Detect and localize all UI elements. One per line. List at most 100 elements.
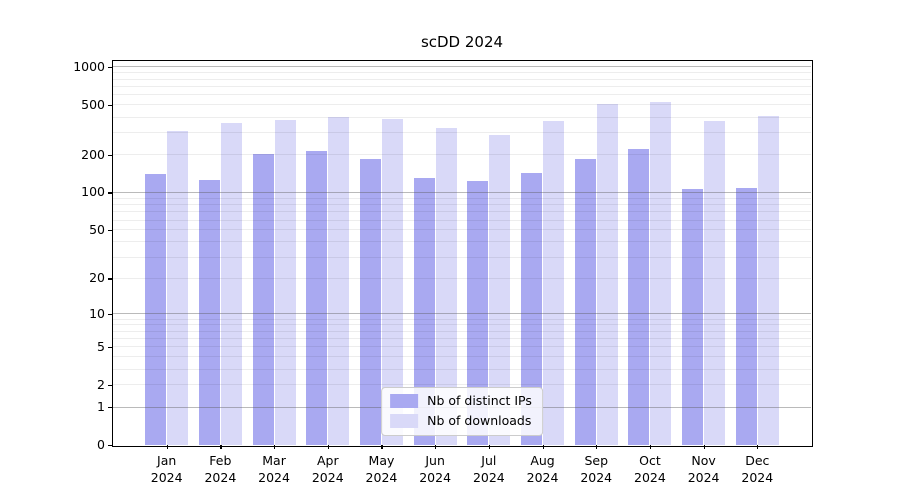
x-tick-jun (435, 445, 437, 449)
gridline-minor-20 (113, 277, 811, 279)
gridline-minor-200 (113, 154, 811, 156)
x-tick-oct (649, 445, 652, 449)
y-tick-10 (108, 313, 113, 315)
x-tick-jan (166, 445, 168, 449)
x-label-month: Jun (425, 453, 445, 468)
x-label-month: Apr (316, 453, 339, 468)
gridline-minor-60 (113, 219, 811, 221)
y-label-1000: 1000 (73, 58, 105, 74)
gridline-minor-3 (113, 368, 811, 370)
gridline-minor-9 (113, 318, 811, 320)
x-tick-sep (596, 445, 598, 449)
x-label-year: 2024 (526, 470, 559, 485)
gridline-minor-700 (113, 85, 811, 87)
x-label-month: Nov (691, 453, 716, 468)
y-tick-5 (108, 346, 113, 349)
gridline-minor-800 (113, 78, 811, 80)
chart-title: scDD 2024 (420, 33, 504, 51)
x-label-sep: Sep 2024 (564, 452, 628, 486)
x-label-year: 2024 (687, 470, 720, 485)
bar-apr-downloads (328, 117, 350, 445)
gridline-minor-40 (113, 241, 811, 243)
x-label-year: 2024 (472, 470, 505, 485)
bar-nov-distinct-ips (682, 188, 704, 445)
x-label-year: 2024 (741, 470, 774, 485)
x-tick-apr (327, 445, 329, 449)
bar-aug-distinct-ips (521, 173, 543, 445)
x-label-nov: Nov 2024 (672, 452, 736, 486)
bar-dec-downloads (757, 115, 779, 445)
y-label-20: 20 (89, 270, 105, 286)
legend-item-downloads: Nb of downloads (390, 414, 532, 428)
y-tick-0 (108, 445, 113, 447)
x-label-jun: Jun 2024 (403, 452, 467, 486)
bar-sep-downloads (596, 104, 618, 445)
y-tick-100 (108, 192, 113, 194)
x-tick-nov (703, 445, 705, 449)
x-label-aug: Aug 2024 (511, 452, 575, 486)
x-tick-feb (220, 445, 222, 449)
gridline-minor-80 (113, 204, 811, 206)
bar-mar-downloads (274, 120, 296, 445)
bar-aug-downloads (543, 120, 565, 445)
y-tick-2 (108, 384, 113, 387)
x-label-jul: Jul 2024 (457, 452, 521, 486)
x-label-year: 2024 (311, 470, 344, 485)
gridline-minor-600 (113, 94, 811, 96)
bar-jun-distinct-ips (413, 177, 435, 445)
gridline-major-10 (113, 313, 811, 315)
y-label-5: 5 (97, 338, 105, 354)
x-label-month: Dec (745, 453, 770, 468)
x-label-year: 2024 (580, 470, 613, 485)
x-label-year: 2024 (419, 470, 452, 485)
x-label-month: Jan (157, 453, 177, 468)
bar-nov-downloads (704, 120, 726, 445)
x-label-month: Sep (584, 453, 608, 468)
bar-dec-distinct-ips (735, 187, 757, 445)
x-tick-may (381, 445, 383, 449)
bar-jan-downloads (167, 130, 189, 445)
gridline-minor-50 (113, 229, 811, 231)
gridline-minor-5 (113, 346, 811, 348)
bar-feb-distinct-ips (198, 179, 220, 445)
x-label-month: Jul (481, 453, 497, 468)
legend-swatch-downloads (390, 414, 419, 428)
x-label-feb: Feb 2024 (188, 452, 252, 486)
bar-jul-downloads (489, 134, 511, 445)
gridline-minor-500 (113, 104, 811, 106)
x-label-oct: Oct 2024 (618, 452, 682, 486)
x-label-jan: Jan 2024 (135, 452, 199, 486)
bar-oct-distinct-ips (628, 148, 650, 445)
y-label-0: 0 (97, 437, 105, 452)
gridline-major-100 (113, 191, 811, 193)
x-tick-dec (757, 445, 759, 449)
gridline-minor-30 (113, 256, 811, 258)
gridline-minor-300 (113, 132, 811, 134)
x-label-month: May (368, 453, 395, 468)
x-label-month: Feb (209, 453, 232, 468)
x-label-month: Aug (530, 453, 555, 468)
x-label-may: May 2024 (349, 452, 413, 486)
y-label-100: 100 (81, 184, 105, 200)
legend: Nb of distinct IPs Nb of downloads (381, 387, 543, 436)
y-tick-1000 (108, 66, 113, 69)
bar-sep-distinct-ips (574, 159, 596, 445)
x-label-year: 2024 (150, 470, 183, 485)
bar-feb-downloads (220, 122, 242, 445)
y-label-2: 2 (97, 376, 105, 392)
y-label-1: 1 (97, 399, 105, 415)
legend-label-distinct-ips: Nb of distinct IPs (427, 393, 532, 408)
x-label-month: Oct (639, 453, 661, 468)
bar-mar-distinct-ips (252, 154, 274, 445)
legend-swatch-distinct-ips (390, 394, 419, 408)
x-label-year: 2024 (204, 470, 237, 485)
legend-item-distinct-ips: Nb of distinct IPs (390, 394, 532, 408)
bar-jun-downloads (435, 128, 457, 445)
x-label-apr: Apr 2024 (296, 452, 360, 486)
bar-jan-distinct-ips (145, 174, 167, 445)
y-label-10: 10 (89, 305, 105, 321)
bar-jul-distinct-ips (467, 181, 489, 445)
y-tick-20 (108, 278, 113, 280)
x-tick-mar (274, 445, 276, 449)
